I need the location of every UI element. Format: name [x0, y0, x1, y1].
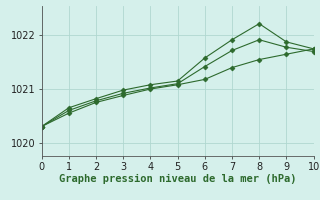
X-axis label: Graphe pression niveau de la mer (hPa): Graphe pression niveau de la mer (hPa) [59, 174, 296, 184]
